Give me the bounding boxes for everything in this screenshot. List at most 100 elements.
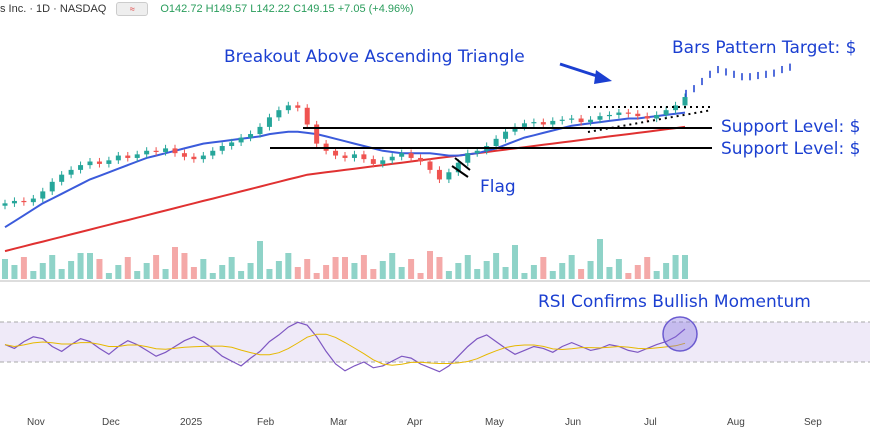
- volume-bar: [559, 263, 566, 279]
- volume-bar: [228, 257, 235, 279]
- volume-bar: [634, 265, 641, 279]
- volume-bar: [389, 253, 396, 279]
- candle-body: [455, 162, 461, 173]
- candle-body: [531, 122, 537, 124]
- candle-body: [446, 172, 452, 180]
- volume-bar: [143, 263, 150, 279]
- candle-body: [682, 97, 688, 106]
- volume-bar: [285, 253, 292, 279]
- volume-bar: [266, 269, 273, 279]
- volume-bar: [483, 261, 490, 279]
- volume-bar: [540, 257, 547, 279]
- volume-bar: [49, 255, 56, 279]
- rsi-highlight-circle: [662, 316, 698, 352]
- x-tick-label: Apr: [407, 417, 423, 428]
- candle-body: [2, 203, 8, 206]
- candle-body: [11, 200, 17, 204]
- candle-body: [248, 134, 254, 138]
- volume-bar: [190, 267, 197, 279]
- candle-body: [304, 107, 310, 125]
- volume-bar: [323, 265, 330, 279]
- candle-body: [474, 150, 480, 154]
- volume-bar: [257, 241, 263, 279]
- candle-body: [96, 161, 102, 164]
- volume-bar: [96, 259, 103, 279]
- volume-bar: [181, 253, 188, 279]
- volume-bar: [682, 255, 688, 279]
- candle-body: [68, 169, 74, 175]
- volume-bar: [427, 251, 433, 279]
- candle-body: [285, 105, 291, 111]
- x-tick-label: Feb: [257, 417, 275, 428]
- volume-bar: [247, 263, 254, 279]
- volume-bar: [209, 273, 216, 279]
- volume-bar: [313, 273, 320, 279]
- volume-bar: [568, 255, 575, 279]
- x-tick-label: Jul: [644, 417, 657, 428]
- volume-bar: [625, 273, 632, 279]
- breakout-arrow-head: [594, 70, 612, 84]
- candle-body: [521, 123, 527, 127]
- volume-bar: [39, 263, 46, 279]
- volume-bar: [474, 269, 481, 279]
- support-annotation-2: Support Level: $: [721, 139, 861, 159]
- x-tick-label: May: [485, 417, 504, 428]
- volume-bar: [672, 255, 679, 279]
- candle-body: [578, 118, 584, 123]
- support-annotation-1: Support Level: $: [721, 117, 861, 137]
- candle-body: [606, 114, 612, 117]
- volume-bar: [379, 261, 386, 279]
- candle-body: [380, 160, 386, 164]
- candle-body: [87, 161, 93, 166]
- ohlc-readout: O142.72 H149.57 L142.22 C149.15 +7.05 (+…: [160, 3, 414, 15]
- candle-body: [673, 105, 679, 111]
- volume-bar: [294, 267, 301, 279]
- candle-body: [361, 154, 367, 160]
- volume-bar: [219, 265, 226, 279]
- volume-bar: [200, 259, 207, 279]
- volume-bar: [304, 259, 311, 279]
- candle-body: [370, 159, 376, 164]
- volume-bar: [455, 263, 462, 279]
- x-tick-label: Sep: [804, 417, 822, 428]
- candle-body: [191, 156, 197, 160]
- candle-body: [144, 150, 150, 155]
- candle-body: [229, 142, 235, 146]
- candle-body: [266, 117, 272, 127]
- candle-body: [625, 112, 631, 114]
- volume-bar: [521, 273, 528, 279]
- volume-bar: [2, 259, 8, 279]
- volume-bar: [370, 269, 377, 279]
- candle-body: [314, 124, 320, 144]
- x-tick-label: Jun: [565, 417, 582, 428]
- candle-body: [210, 150, 216, 156]
- x-tick-label: Mar: [330, 417, 348, 428]
- volume-bar: [77, 253, 84, 279]
- candle-body: [493, 138, 499, 146]
- ma200-line: [4, 125, 686, 253]
- flag-icon[interactable]: ≈: [116, 2, 149, 16]
- candle-body: [503, 131, 509, 139]
- volume-bar: [153, 255, 160, 279]
- flag-annotation: Flag: [480, 177, 516, 197]
- candle-body: [333, 150, 339, 156]
- volume-bar: [530, 265, 537, 279]
- flag-line-top: [454, 157, 471, 171]
- volume-bar: [493, 253, 500, 279]
- x-tick-label: Aug: [727, 417, 745, 428]
- candle-body: [654, 114, 660, 119]
- volume-bar: [87, 253, 93, 279]
- candle-body: [219, 146, 225, 151]
- volume-bar: [502, 267, 509, 279]
- candle-body: [163, 148, 169, 152]
- volume-bar: [134, 271, 141, 279]
- breakout-annotation: Breakout Above Ascending Triangle: [224, 47, 525, 67]
- candle-body: [200, 155, 206, 160]
- volume-bar: [663, 263, 670, 279]
- candle-body: [663, 110, 669, 115]
- candle-body: [59, 174, 65, 182]
- volume-bar: [398, 267, 405, 279]
- candle-body: [644, 116, 650, 119]
- breakout-arrow-shaft: [559, 62, 601, 79]
